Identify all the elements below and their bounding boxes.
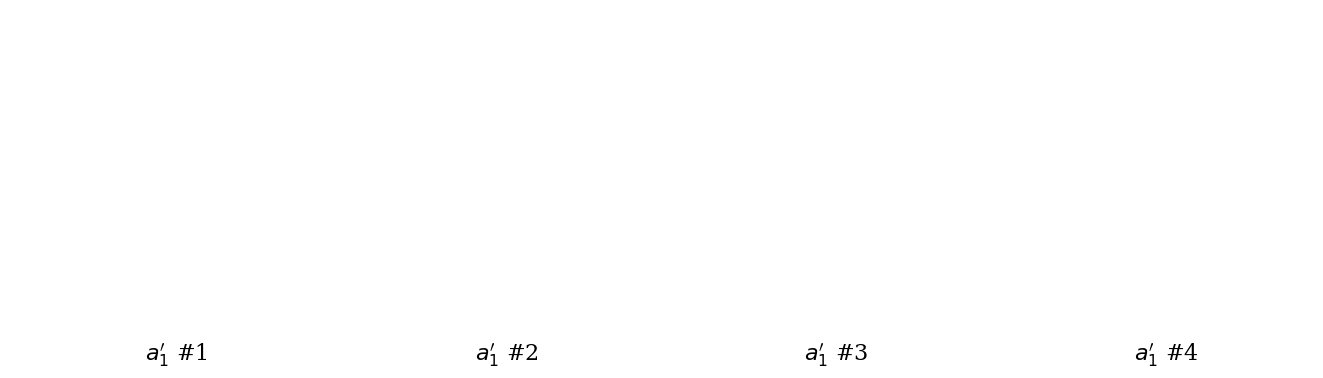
Text: $a_1'$ #4: $a_1'$ #4 xyxy=(1134,342,1200,369)
Text: $a_1'$ #1: $a_1'$ #1 xyxy=(144,342,208,369)
Text: $a_1'$ #2: $a_1'$ #2 xyxy=(475,342,538,369)
Text: $a_1'$ #3: $a_1'$ #3 xyxy=(804,342,868,369)
